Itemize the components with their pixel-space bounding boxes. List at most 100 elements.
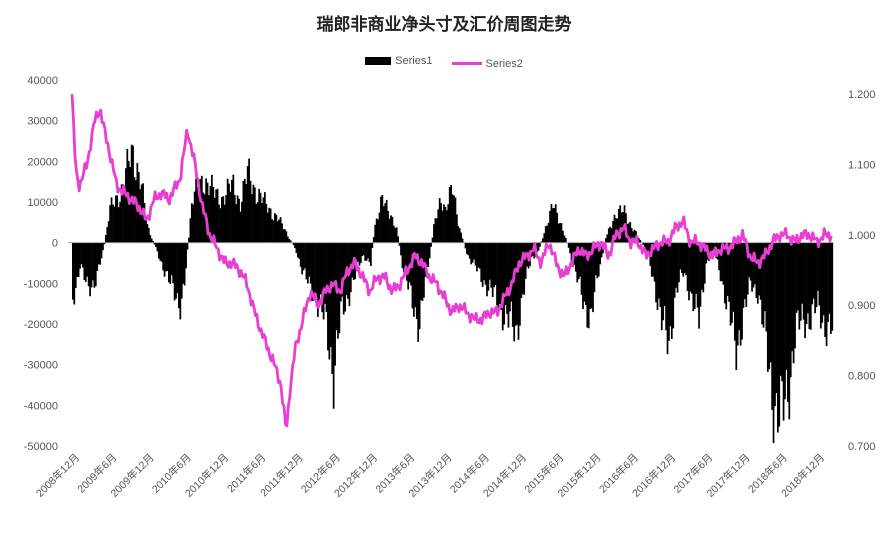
series1-bar [789, 242, 792, 378]
series1-bar [152, 240, 154, 243]
series1-bar [815, 242, 818, 308]
series1-bar [656, 242, 659, 310]
series1-bar [276, 221, 279, 243]
series1-bar [466, 242, 468, 255]
series1-bar [665, 242, 667, 331]
series1-bar [253, 187, 256, 243]
series1-bar [156, 242, 159, 252]
series1-bar [477, 242, 480, 268]
series1-bar [166, 242, 169, 271]
series1-bar [397, 236, 399, 243]
series1-bar [606, 234, 609, 243]
series1-bar [431, 237, 434, 243]
series1-bar [76, 242, 79, 277]
right-tick-label: 1.100 [848, 159, 876, 171]
series1-bar [732, 242, 735, 312]
series1-bar [375, 218, 378, 243]
series1-bar [246, 166, 249, 243]
series1-bar [129, 166, 132, 243]
series1-bar [120, 184, 123, 243]
series1-bar [775, 242, 778, 394]
series1-bar [765, 242, 768, 332]
series1-bar [544, 226, 547, 243]
series1-bar [574, 242, 577, 272]
right-tick-label: 1.000 [848, 230, 876, 242]
series1-bar [811, 242, 814, 305]
series1-bar [771, 242, 773, 410]
left-tick-label: 0 [52, 238, 58, 250]
series1-bar [569, 242, 571, 254]
series1-bar [828, 242, 831, 314]
series1-bar [205, 178, 207, 243]
series1-bar [539, 242, 541, 247]
series1-bar [357, 242, 359, 262]
series1-bar [324, 242, 326, 304]
series1-bar [149, 235, 152, 243]
series1-bar [294, 242, 296, 249]
series1-bar [703, 242, 706, 284]
series1-bar [403, 242, 405, 273]
series1-bar [213, 197, 216, 243]
series1-bar [755, 242, 758, 298]
series1-bar [318, 242, 321, 304]
series1-bar [562, 230, 564, 243]
series1-bar [308, 242, 311, 277]
series1-bar [242, 180, 245, 243]
series1-bar [113, 206, 116, 243]
series1-bar [180, 242, 183, 299]
series1-bar [785, 242, 788, 370]
series1-bar [282, 229, 285, 243]
series1-bar [484, 242, 487, 285]
series1-bar [499, 242, 501, 305]
series1-bar [302, 242, 305, 271]
series1-bar [133, 177, 136, 243]
series1-bar [90, 242, 93, 288]
series1-bar [663, 242, 666, 306]
series1-bar [334, 242, 336, 366]
series1-bar [454, 197, 457, 243]
series1-bar [236, 195, 239, 243]
series1-bar [82, 242, 84, 268]
series1-bar [222, 196, 225, 243]
series1-bar [633, 229, 636, 243]
series1-bar [362, 242, 365, 256]
series1-bar [593, 242, 596, 293]
series1-bar [662, 242, 665, 321]
series1-bar [759, 242, 762, 300]
series1-bar [682, 242, 685, 277]
series1-bar [507, 242, 510, 328]
series1-bar [99, 242, 101, 265]
series1-bar [596, 242, 599, 279]
series1-bar [792, 242, 795, 364]
series1-bar [195, 178, 197, 243]
series1-bar [398, 242, 401, 246]
series1-bar [583, 242, 586, 302]
series1-bar [271, 219, 273, 243]
series1-bar [471, 242, 474, 263]
series1-bar [83, 242, 86, 281]
series1-bar [278, 219, 281, 243]
series1-bar [726, 242, 729, 296]
series1-bar [269, 208, 272, 243]
series1-bar [380, 196, 382, 243]
series1-bar [648, 242, 650, 256]
series1-bar [819, 242, 822, 329]
series1-bar [255, 203, 258, 243]
series1-bar [309, 242, 312, 284]
series1-bar [818, 242, 821, 306]
series1-bar [157, 242, 160, 259]
series1-bar [772, 242, 775, 444]
series1-bar [752, 242, 755, 288]
legend-swatch-series2 [451, 62, 482, 65]
series1-bar [377, 219, 379, 243]
legend-label-series2: Series2 [485, 57, 523, 70]
series1-bar [702, 242, 705, 293]
series1-bar [549, 210, 551, 243]
series1-bar [678, 242, 680, 283]
series1-bar [506, 242, 508, 314]
series1-bar [610, 228, 613, 243]
series1-bar [666, 242, 669, 355]
series1-bar [617, 208, 620, 243]
series1-bar [288, 239, 291, 243]
series1-bar [570, 242, 573, 263]
